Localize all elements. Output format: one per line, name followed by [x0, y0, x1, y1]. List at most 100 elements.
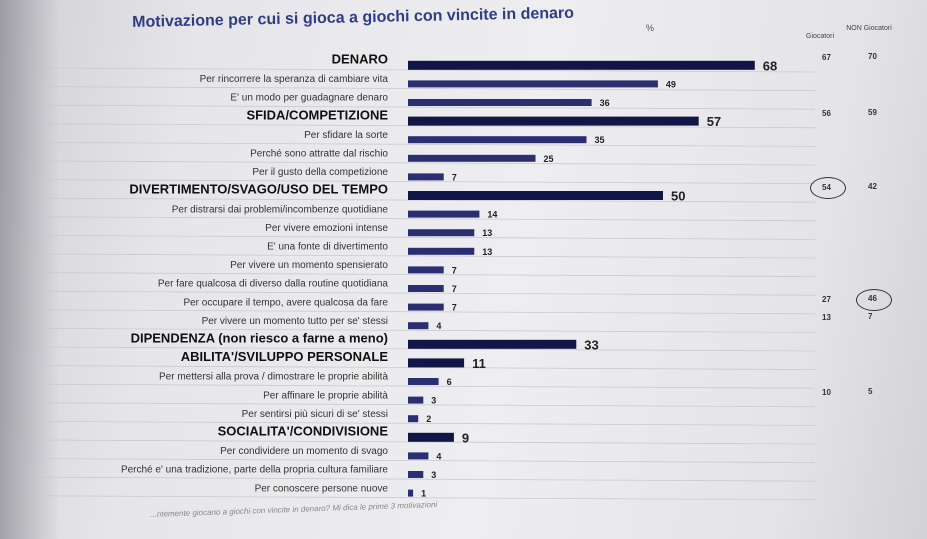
category-label: Perché sono attratte dal rischio — [250, 149, 388, 160]
category-label: Per mettersi alla prova / dimostrare le … — [159, 372, 388, 383]
value-label: 9 — [462, 430, 469, 445]
bar — [408, 191, 663, 201]
value-label: 35 — [595, 135, 605, 145]
row-rule — [39, 458, 816, 464]
group-label: DIPENDENZA (non riesco a farne a meno) — [131, 331, 388, 346]
bar — [408, 247, 475, 255]
category-label: Per il gusto della competizione — [252, 167, 388, 178]
bar — [408, 432, 454, 442]
bar — [408, 173, 444, 181]
value-label: 49 — [666, 79, 676, 89]
value-label: 13 — [482, 247, 492, 257]
row-rule — [39, 383, 816, 389]
value-label: 33 — [584, 337, 598, 352]
players-value: 56 — [822, 108, 831, 118]
row-rule — [39, 346, 816, 352]
column-header-non-players: NON Giocatori — [846, 25, 892, 32]
row-rule — [39, 86, 816, 91]
bar — [408, 378, 439, 386]
category-label: Per vivere emozioni intense — [265, 223, 388, 234]
row-rule — [39, 216, 816, 222]
bar — [408, 452, 429, 460]
row-rule — [39, 365, 816, 371]
bar — [408, 358, 465, 368]
bar — [408, 116, 699, 126]
value-label: 7 — [452, 284, 457, 294]
category-label: Per conoscere persone nuove — [255, 483, 389, 494]
value-label: 3 — [431, 470, 436, 480]
value-label: 7 — [452, 303, 457, 313]
bar — [408, 322, 429, 330]
category-label: E' una fonte di divertimento — [267, 242, 388, 253]
value-label: 4 — [436, 451, 441, 461]
category-label: Per fare qualcosa di diverso dalla routi… — [158, 279, 389, 290]
row-rule — [39, 253, 816, 259]
category-label: Perché e' una tradizione, parte della pr… — [121, 465, 388, 476]
group-label: DIVERTIMENTO/SVAGO/USO DEL TEMPO — [129, 182, 388, 197]
players-value: 10 — [822, 387, 831, 397]
value-label: 2 — [426, 414, 431, 424]
category-label: Per condividere un momento di svago — [220, 446, 388, 457]
value-label: 3 — [431, 396, 436, 406]
value-label: 7 — [452, 172, 457, 182]
players-value: 13 — [822, 313, 831, 323]
bar — [408, 80, 658, 88]
row-rule — [39, 495, 816, 501]
group-label: DENARO — [332, 52, 388, 67]
row-rule — [39, 160, 816, 166]
highlight-circle — [810, 177, 846, 200]
bar — [408, 471, 424, 479]
category-label: E' un modo per guadagnare denaro — [230, 93, 388, 104]
row-rule — [39, 402, 816, 408]
value-label: 1 — [421, 489, 426, 499]
value-label: 50 — [671, 189, 685, 204]
non-players-value: 5 — [868, 386, 873, 396]
bar — [408, 415, 419, 423]
group-label: ABILITA'/SVILUPPO PERSONALE — [181, 349, 389, 364]
bar — [408, 285, 444, 293]
row-rule — [39, 420, 816, 426]
non-players-value: 59 — [868, 107, 877, 117]
value-label: 36 — [600, 98, 610, 108]
row-rule — [39, 234, 816, 240]
value-label: 7 — [452, 265, 457, 275]
value-label: 4 — [436, 321, 441, 331]
bar — [408, 210, 480, 218]
column-header-players: Giocatori — [806, 33, 835, 40]
bar — [408, 339, 577, 349]
row-rule — [39, 104, 816, 110]
chart-unit: % — [646, 23, 655, 33]
category-label: Per occupare il tempo, avere qualcosa da… — [183, 297, 388, 308]
row-rule — [39, 123, 816, 129]
category-label: Per sfidare la sorte — [304, 130, 388, 141]
value-label: 6 — [447, 377, 452, 387]
group-label: SOCIALITA'/CONDIVISIONE — [218, 424, 389, 439]
bar — [408, 99, 592, 107]
value-label: 57 — [707, 114, 721, 129]
row-rule — [39, 179, 816, 185]
bar — [408, 266, 444, 274]
row-rule — [39, 141, 816, 147]
bar — [408, 136, 587, 144]
category-label: Per rincorrere la speranza di cambiare v… — [200, 74, 389, 85]
non-players-value: 70 — [868, 52, 877, 61]
players-value: 67 — [822, 53, 831, 62]
non-players-value: 7 — [868, 312, 873, 322]
row-rule — [39, 309, 816, 315]
row-rule — [39, 290, 816, 296]
row-rule — [39, 476, 816, 482]
category-label: Per sentirsi più sicuri di se' stessi — [242, 409, 388, 420]
highlight-circle — [856, 288, 892, 311]
category-label: Per distrarsi dai problemi/incombenze qu… — [172, 204, 389, 215]
value-label: 13 — [482, 228, 492, 238]
players-value: 27 — [822, 294, 831, 304]
value-label: 11 — [472, 356, 486, 371]
bar — [408, 60, 755, 70]
non-players-value: 42 — [868, 182, 877, 192]
bar — [408, 154, 536, 162]
category-label: Per vivere un momento spensierato — [230, 260, 388, 271]
row-rule — [39, 67, 816, 73]
row-rule — [39, 439, 816, 445]
